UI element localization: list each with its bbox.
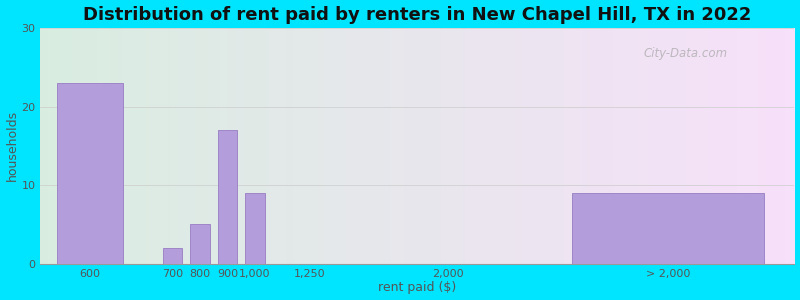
Title: Distribution of rent paid by renters in New Chapel Hill, TX in 2022: Distribution of rent paid by renters in … (83, 6, 751, 24)
X-axis label: rent paid ($): rent paid ($) (378, 281, 457, 294)
Bar (162, 248, 182, 264)
Bar (571, 193, 764, 264)
Bar (57, 83, 123, 264)
Text: City-Data.com: City-Data.com (644, 47, 728, 60)
Bar (218, 130, 237, 264)
Bar (190, 224, 210, 264)
Y-axis label: households: households (6, 110, 18, 182)
Bar (246, 193, 265, 264)
